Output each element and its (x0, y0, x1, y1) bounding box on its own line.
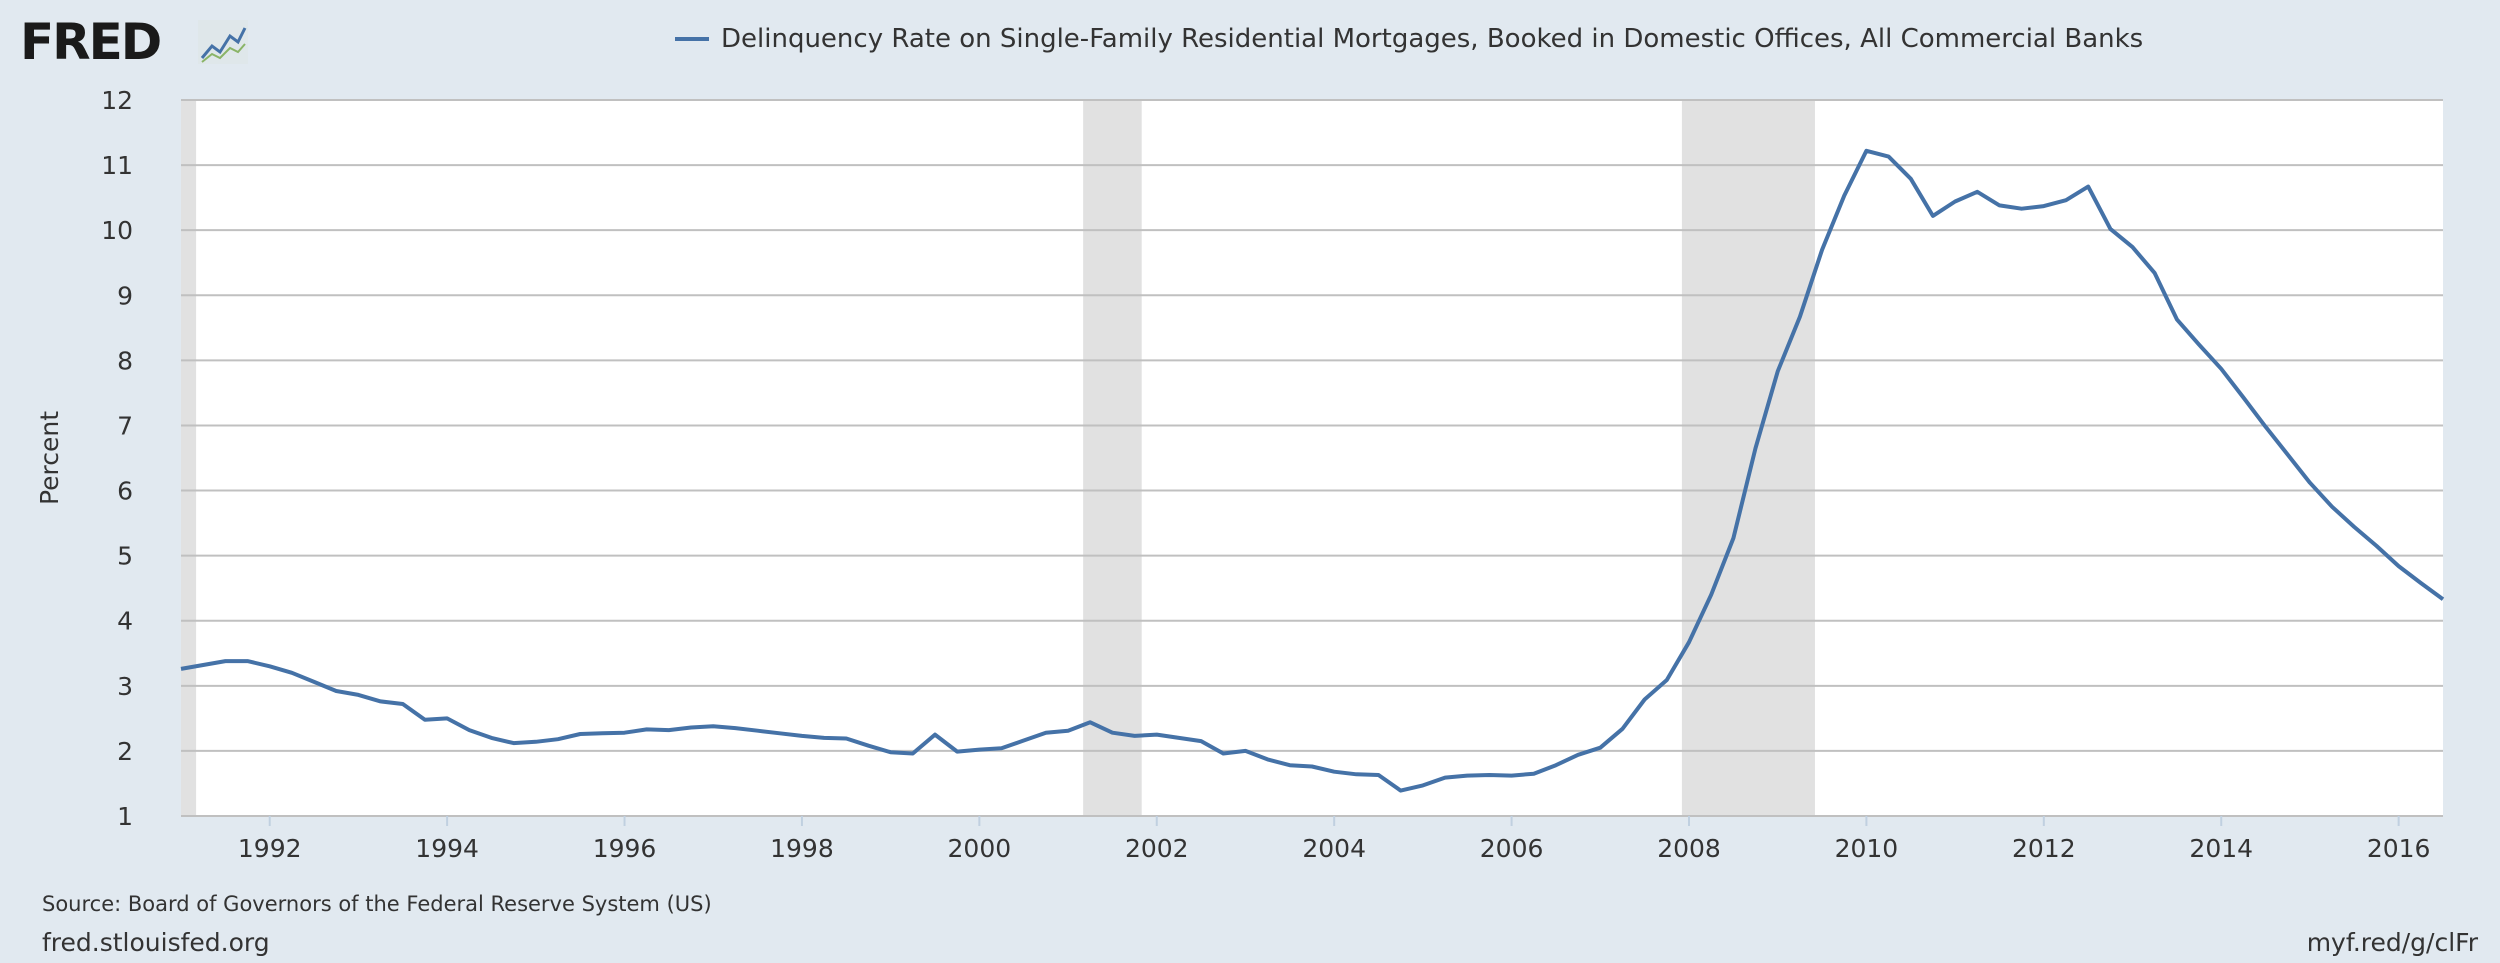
legend[interactable]: Delinquency Rate on Single-Family Reside… (675, 24, 2143, 54)
x-tick-label: 1998 (770, 834, 834, 863)
y-tick-label: 8 (117, 346, 133, 375)
recession-band (1083, 100, 1142, 816)
y-tick-label: 7 (117, 411, 133, 440)
x-tick-label: 2012 (2012, 834, 2076, 863)
plot-background (181, 100, 2443, 816)
y-tick-label: 10 (101, 216, 133, 245)
x-tick-label: 2010 (1835, 834, 1899, 863)
recession-band (1681, 100, 1815, 816)
x-tick-label: 2002 (1125, 834, 1189, 863)
x-axis: 1992 1994 1996 1998 2000 2002 2004 2006 2008 2010… (238, 816, 2431, 863)
x-tick-label: 1996 (593, 834, 657, 863)
y-tick-label: 3 (117, 672, 133, 701)
x-tick-label: 2006 (1480, 834, 1544, 863)
source-note: Source: Board of Governors of the Federa… (42, 892, 712, 916)
x-tick-label: 2016 (2367, 834, 2431, 863)
y-tick-label: 5 (117, 542, 133, 571)
site-link[interactable]: fred.stlouisfed.org (42, 928, 270, 957)
y-tick-label: 4 (117, 607, 133, 636)
x-tick-label: 2000 (948, 834, 1012, 863)
series-group (180, 148, 2445, 793)
short-link[interactable]: myf.red/g/clFr (2306, 928, 2478, 957)
y-tick-label: 12 (101, 86, 133, 115)
recession-shading-group (181, 100, 2443, 816)
legend-swatch (675, 37, 709, 41)
x-tick-label: 1994 (415, 834, 479, 863)
x-tick-label: 1992 (238, 834, 302, 863)
gridlines-group (181, 99, 2443, 817)
legend-label: Delinquency Rate on Single-Family Reside… (721, 24, 2144, 54)
x-tick-label: 2008 (1657, 834, 1721, 863)
x-tick-label: 2014 (2189, 834, 2253, 863)
trend-line-icon (198, 20, 248, 64)
y-tick-label: 2 (117, 737, 133, 766)
recession-band (181, 100, 197, 816)
logo-text: FRED (20, 13, 162, 71)
y-axis-label: Percent (35, 411, 64, 505)
x-tick-label: 2004 (1302, 834, 1366, 863)
y-tick-label: 1 (117, 802, 133, 831)
y-tick-label: 11 (101, 151, 133, 180)
y-tick-label: 9 (117, 281, 133, 310)
y-tick-label: 6 (117, 477, 133, 506)
